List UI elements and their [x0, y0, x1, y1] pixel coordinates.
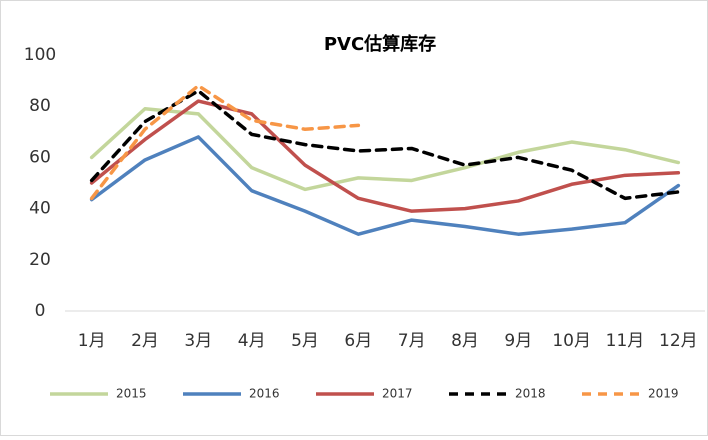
x-tick-label: 12月	[659, 331, 698, 351]
legend-label: 2016	[249, 387, 280, 401]
y-tick-label: 0	[35, 301, 46, 321]
line-series	[89, 99, 681, 213]
chart-title: PVC估算库存	[324, 33, 436, 55]
y-tick-label: 80	[29, 96, 51, 116]
y-tick-label: 40	[29, 199, 51, 219]
line-series	[89, 89, 681, 201]
x-tick-label: 11月	[606, 331, 645, 351]
legend-label: 2017	[382, 387, 413, 401]
legend-label: 2015	[116, 387, 147, 401]
x-tick-label: 6月	[344, 331, 372, 351]
x-tick-label: 7月	[398, 331, 426, 351]
legend-label: 2019	[648, 387, 679, 401]
y-tick-label: 100	[24, 45, 56, 65]
line-series	[89, 135, 681, 236]
x-tick-label: 3月	[184, 331, 212, 351]
line-series	[89, 83, 361, 201]
y-tick-label: 20	[29, 250, 51, 270]
y-tick-label: 60	[29, 147, 51, 167]
x-tick-label: 1月	[78, 331, 106, 351]
legend-label: 2018	[515, 387, 546, 401]
x-tick-label: 9月	[504, 331, 532, 351]
x-tick-label: 2月	[131, 331, 159, 351]
x-tick-label: 5月	[291, 331, 319, 351]
line-series	[89, 107, 681, 192]
x-tick-label: 10月	[552, 331, 591, 351]
x-tick-label: 4月	[238, 331, 266, 351]
x-tick-label: 8月	[451, 331, 479, 351]
